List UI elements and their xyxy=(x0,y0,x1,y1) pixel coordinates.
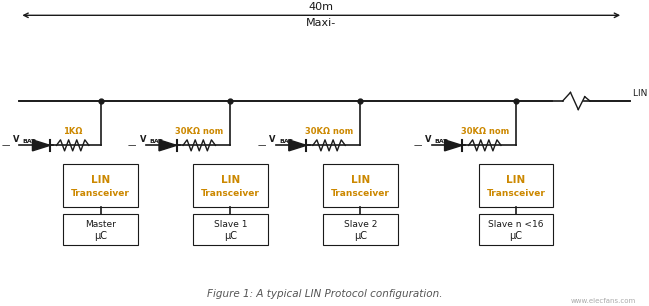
Text: Figure 1: A typical LIN Protocol configuration.: Figure 1: A typical LIN Protocol configu… xyxy=(207,289,442,299)
Text: 1KΩ: 1KΩ xyxy=(63,127,82,136)
Polygon shape xyxy=(159,140,177,151)
Text: V: V xyxy=(13,135,19,144)
FancyBboxPatch shape xyxy=(479,164,553,207)
Text: V: V xyxy=(140,135,146,144)
Text: BAT: BAT xyxy=(23,139,36,144)
FancyBboxPatch shape xyxy=(193,214,267,245)
Text: 30KΩ nom: 30KΩ nom xyxy=(461,127,509,136)
Text: Transceiver: Transceiver xyxy=(487,189,545,198)
Text: 30KΩ nom: 30KΩ nom xyxy=(175,127,223,136)
Text: LIN: LIN xyxy=(506,175,526,185)
Text: BAT: BAT xyxy=(279,139,293,144)
Polygon shape xyxy=(32,140,50,151)
Text: Maxi-: Maxi- xyxy=(306,18,336,28)
Text: V: V xyxy=(269,135,276,144)
Text: Slave 1: Slave 1 xyxy=(214,220,247,230)
Text: BAT: BAT xyxy=(149,139,163,144)
Text: μC: μC xyxy=(224,231,237,241)
FancyBboxPatch shape xyxy=(323,214,397,245)
Text: Transceiver: Transceiver xyxy=(201,189,260,198)
Text: μC: μC xyxy=(509,231,522,241)
FancyBboxPatch shape xyxy=(323,164,397,207)
FancyBboxPatch shape xyxy=(193,164,267,207)
Text: Slave 2: Slave 2 xyxy=(343,220,377,230)
FancyBboxPatch shape xyxy=(479,214,553,245)
Text: —: — xyxy=(258,141,266,151)
Polygon shape xyxy=(445,140,462,151)
Text: BAT: BAT xyxy=(435,139,448,144)
Text: www.elecfans.com: www.elecfans.com xyxy=(570,298,636,304)
Text: V: V xyxy=(425,135,432,144)
Text: Transceiver: Transceiver xyxy=(71,189,130,198)
Text: Slave n <16: Slave n <16 xyxy=(488,220,544,230)
FancyBboxPatch shape xyxy=(64,214,138,245)
Text: LIN: LIN xyxy=(350,175,370,185)
Text: LIN: LIN xyxy=(221,175,240,185)
Text: LIN Protocol: LIN Protocol xyxy=(633,89,649,98)
Text: LIN: LIN xyxy=(91,175,110,185)
Text: μC: μC xyxy=(94,231,107,241)
Text: —: — xyxy=(128,141,136,151)
FancyBboxPatch shape xyxy=(64,164,138,207)
Text: 40m: 40m xyxy=(309,2,334,12)
Polygon shape xyxy=(289,140,306,151)
Text: Master: Master xyxy=(85,220,116,230)
Text: μC: μC xyxy=(354,231,367,241)
Text: —: — xyxy=(1,141,10,151)
Text: Transceiver: Transceiver xyxy=(331,189,389,198)
Text: —: — xyxy=(413,141,422,151)
Text: 30KΩ nom: 30KΩ nom xyxy=(305,127,353,136)
